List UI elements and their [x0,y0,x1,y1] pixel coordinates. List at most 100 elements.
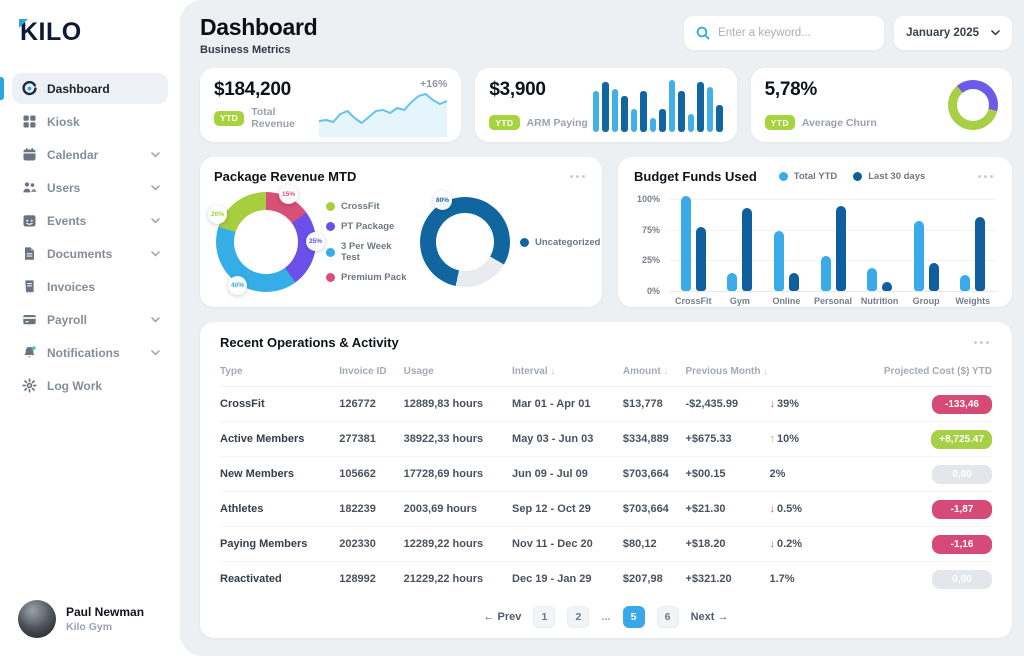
sidebar-item-label: Events [47,213,87,228]
legend-label: Last 30 days [868,171,926,182]
x-tick-label: Group [912,296,940,306]
table-row[interactable]: CrossFit 126772 12889,83 hours Mar 01 - Apr… [220,386,992,422]
previous-month-cell: +$18.20 ↓ 0.2% [685,526,845,562]
table-cell: Dec 19 - Jan 29 [512,573,592,585]
table-row[interactable]: Active Members 277381 38922,33 hours May 03… [220,421,992,457]
dashboard-icon [22,81,37,96]
sidebar-item-notifications[interactable]: Notifications [12,337,168,368]
previous-month-cell: +$00.15 2% [685,456,845,492]
chevron-down-icon [151,217,160,224]
bar-group-nutrition [856,193,903,291]
table-row[interactable]: Athletes 182239 2003,69 hours Sep 12 - Oct … [220,491,992,527]
main-content: Dashboard Business Metrics January 2025 [180,0,1024,656]
table-cell: $13,778 [622,386,686,422]
next-page-button[interactable]: Next → [690,611,729,623]
legend-label: Uncategorized [535,236,601,248]
legend-dot [326,247,335,257]
user-profile[interactable]: Paul Newman Kilo Gym [18,600,144,638]
bar-group-group [903,193,950,291]
sort-arrow-icon: ↓ [763,366,769,376]
arrow-down-icon: ↓ [769,398,775,410]
table-cell: Athletes [220,491,340,527]
table-row[interactable]: Reactivated 128992 21229,22 hours Dec 19 - … [220,562,992,597]
chevron-down-icon [151,151,160,158]
legend-dot [326,273,335,282]
table-cell: $80,12 [622,526,686,562]
sidebar-item-calendar[interactable]: Calendar [12,139,168,170]
more-options-button[interactable] [975,172,996,181]
donut-value-label: 40% [228,276,247,295]
kpi-card-total-revenue: $184,200 YTD Total Revenue +16% [200,68,462,142]
kpi-row: $184,200 YTD Total Revenue +16% $3,900 Y… [200,68,1012,142]
avatar [18,600,56,638]
search-input[interactable] [718,27,873,39]
table-cell: 12889,83 hours [403,386,513,422]
invoices-icon [22,279,37,294]
prev-page-button[interactable]: ← Prev [483,611,522,623]
table-cell: Jun 09 - Jul 09 [512,456,623,492]
kpi-label: ARM Paying [526,116,588,129]
gridline [670,229,996,231]
page-button-2[interactable]: 2 [567,606,590,628]
legend-item: Uncategorized [520,237,604,248]
column-header[interactable]: Interval ↓ [512,356,623,387]
bar [621,96,628,132]
x-tick-label: CrossFit [675,296,712,306]
bar [630,109,638,132]
bar [727,273,738,291]
page-button-5[interactable]: 5 [622,606,645,628]
column-header[interactable]: Invoice ID [339,356,404,387]
page-button-6[interactable]: 6 [656,606,679,628]
table-cell: Nov 11 - Dec 20 [512,526,623,562]
table-cell: $703,664 [622,456,686,492]
page-title: Dashboard [200,14,318,40]
sidebar-item-label: Calendar [47,147,99,162]
sidebar-item-dashboard[interactable]: Dashboard [0,73,168,104]
sidebar-item-log-work[interactable]: Log Work [12,370,168,401]
uncategorized-donut-chart: 80% [420,191,510,287]
profile-name: Paul Newman [66,605,145,619]
search-box[interactable] [684,16,885,50]
sidebar-item-invoices[interactable]: Invoices [12,271,168,302]
more-options-button[interactable] [971,338,992,347]
x-tick-label: Nutrition [860,296,899,306]
projected-cost-cell: +8,725.47 [844,421,992,457]
kilo-logo: KILO [19,18,180,47]
period-select[interactable]: January 2025 [894,16,1012,50]
sidebar-item-users[interactable]: Users [12,172,168,203]
table-row[interactable]: Paying Members 202330 12289,22 hours Nov 11… [220,526,992,562]
bar [640,91,647,132]
sidebar-nav: Dashboard Kiosk Calendar Users Events Documen… [0,73,168,401]
arm-bars-chart [592,78,723,132]
sidebar-item-payroll[interactable]: Payroll [12,304,168,335]
x-tick-label: Online [772,296,801,306]
ytd-badge: YTD [489,115,520,130]
bar [867,268,878,291]
sidebar-item-label: Dashboard [47,81,110,96]
legend-item: Premium Pack [326,272,410,283]
table-header-row: Type Invoice ID Usage Interval ↓ Amount ↓ Previ… [220,356,992,387]
column-header[interactable]: Type [220,356,340,387]
column-header[interactable]: Amount ↓ [622,356,686,387]
sidebar-item-events[interactable]: Events [12,205,168,236]
legend-item: 3 Per Week Test [326,241,410,263]
projected-cost-cell: -1,16 [844,526,992,562]
more-options-button[interactable] [567,172,588,181]
column-header[interactable]: Projected Cost ($) YTD [844,356,992,387]
package-legend: CrossFit PT Package 3 Per Week Test Premium… [326,201,410,283]
table-row[interactable]: New Members 105662 17728,69 hours Jun 09 - … [220,456,992,492]
logo-accent-icon [19,19,28,28]
budget-funds-card: Budget Funds Used Total YTD Last 30 days … [618,157,1012,307]
chevron-down-icon [991,30,1000,36]
sidebar-item-documents[interactable]: Documents [12,238,168,269]
ytd-badge: YTD [764,115,795,130]
column-header[interactable]: Previous Month ↓ [685,356,845,387]
column-header[interactable]: Usage [403,356,513,387]
page-button-1[interactable]: 1 [533,606,556,628]
sidebar-item-kiosk[interactable]: Kiosk [12,106,168,137]
y-tick-label: 75% [641,224,660,235]
previous-month-cell: +$321.20 1.7% [685,573,795,585]
bar [820,256,831,291]
chevron-down-icon [151,349,160,356]
bar-group-online [763,193,810,291]
